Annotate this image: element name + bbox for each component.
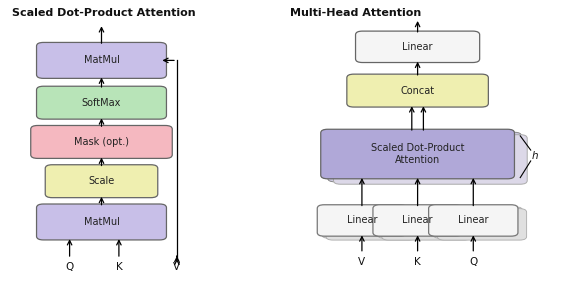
Text: Linear: Linear: [458, 215, 488, 226]
Text: Scale: Scale: [88, 176, 115, 186]
FancyBboxPatch shape: [321, 129, 514, 179]
Text: MatMul: MatMul: [84, 217, 119, 227]
Text: Q: Q: [66, 262, 74, 272]
FancyBboxPatch shape: [31, 126, 172, 158]
FancyBboxPatch shape: [317, 205, 407, 236]
FancyBboxPatch shape: [433, 207, 523, 238]
FancyBboxPatch shape: [334, 135, 527, 184]
Text: Scaled Dot-Product Attention: Scaled Dot-Product Attention: [12, 8, 195, 18]
FancyBboxPatch shape: [326, 209, 415, 240]
Text: K: K: [414, 257, 421, 267]
Text: SoftMax: SoftMax: [82, 98, 121, 108]
Text: V: V: [173, 262, 180, 272]
FancyBboxPatch shape: [322, 207, 411, 238]
Text: Linear: Linear: [403, 42, 433, 52]
FancyBboxPatch shape: [37, 204, 166, 240]
Text: h: h: [532, 150, 538, 161]
Text: Q: Q: [469, 257, 477, 267]
FancyBboxPatch shape: [378, 207, 467, 238]
Text: Scaled Dot-Product
Attention: Scaled Dot-Product Attention: [371, 143, 465, 165]
FancyBboxPatch shape: [373, 205, 462, 236]
FancyBboxPatch shape: [37, 86, 166, 119]
Text: Multi-Head Attention: Multi-Head Attention: [290, 8, 421, 18]
Text: Mask (opt.): Mask (opt.): [74, 137, 129, 147]
Text: Linear: Linear: [347, 215, 377, 226]
FancyBboxPatch shape: [45, 165, 158, 198]
Text: K: K: [115, 262, 122, 272]
FancyBboxPatch shape: [356, 31, 480, 63]
FancyBboxPatch shape: [328, 132, 521, 182]
FancyBboxPatch shape: [429, 205, 518, 236]
Text: Linear: Linear: [403, 215, 433, 226]
FancyBboxPatch shape: [382, 209, 471, 240]
Text: Concat: Concat: [401, 85, 434, 96]
FancyBboxPatch shape: [347, 74, 488, 107]
FancyBboxPatch shape: [437, 209, 527, 240]
Text: V: V: [358, 257, 365, 267]
FancyBboxPatch shape: [37, 42, 166, 78]
Text: MatMul: MatMul: [84, 55, 119, 66]
